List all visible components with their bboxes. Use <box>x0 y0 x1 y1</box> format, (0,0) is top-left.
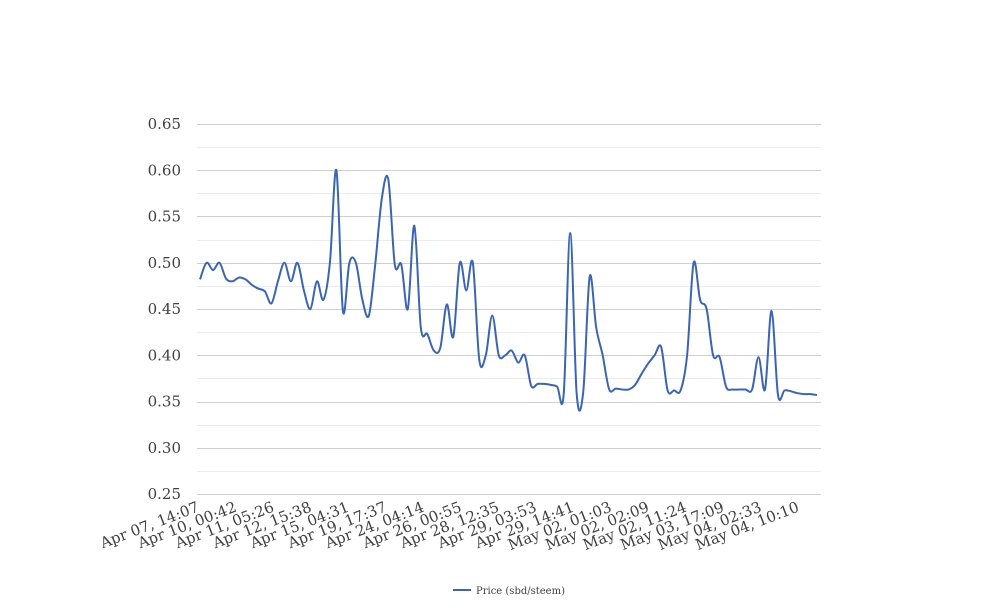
y-tick-label: 0.55 <box>148 208 181 226</box>
y-tick-label: 0.40 <box>148 346 181 364</box>
y-tick-label: 0.25 <box>148 485 181 503</box>
gridlines <box>197 124 821 495</box>
y-tick-label: 0.45 <box>148 300 181 318</box>
legend: Price (sbd/steem) <box>453 586 565 597</box>
y-axis-tick-labels: 0.25 0.30 0.35 0.40 0.45 0.50 0.55 0.60 0.65 <box>148 115 181 503</box>
y-tick-label: 0.50 <box>148 254 181 272</box>
y-tick-label: 0.60 <box>148 161 181 179</box>
series-line-price <box>199 169 818 412</box>
y-tick-label: 0.35 <box>148 393 181 411</box>
series-layer <box>199 169 818 412</box>
y-tick-label: 0.65 <box>148 115 181 133</box>
legend-label: Price (sbd/steem) <box>476 586 565 597</box>
y-tick-label: 0.30 <box>148 439 181 457</box>
